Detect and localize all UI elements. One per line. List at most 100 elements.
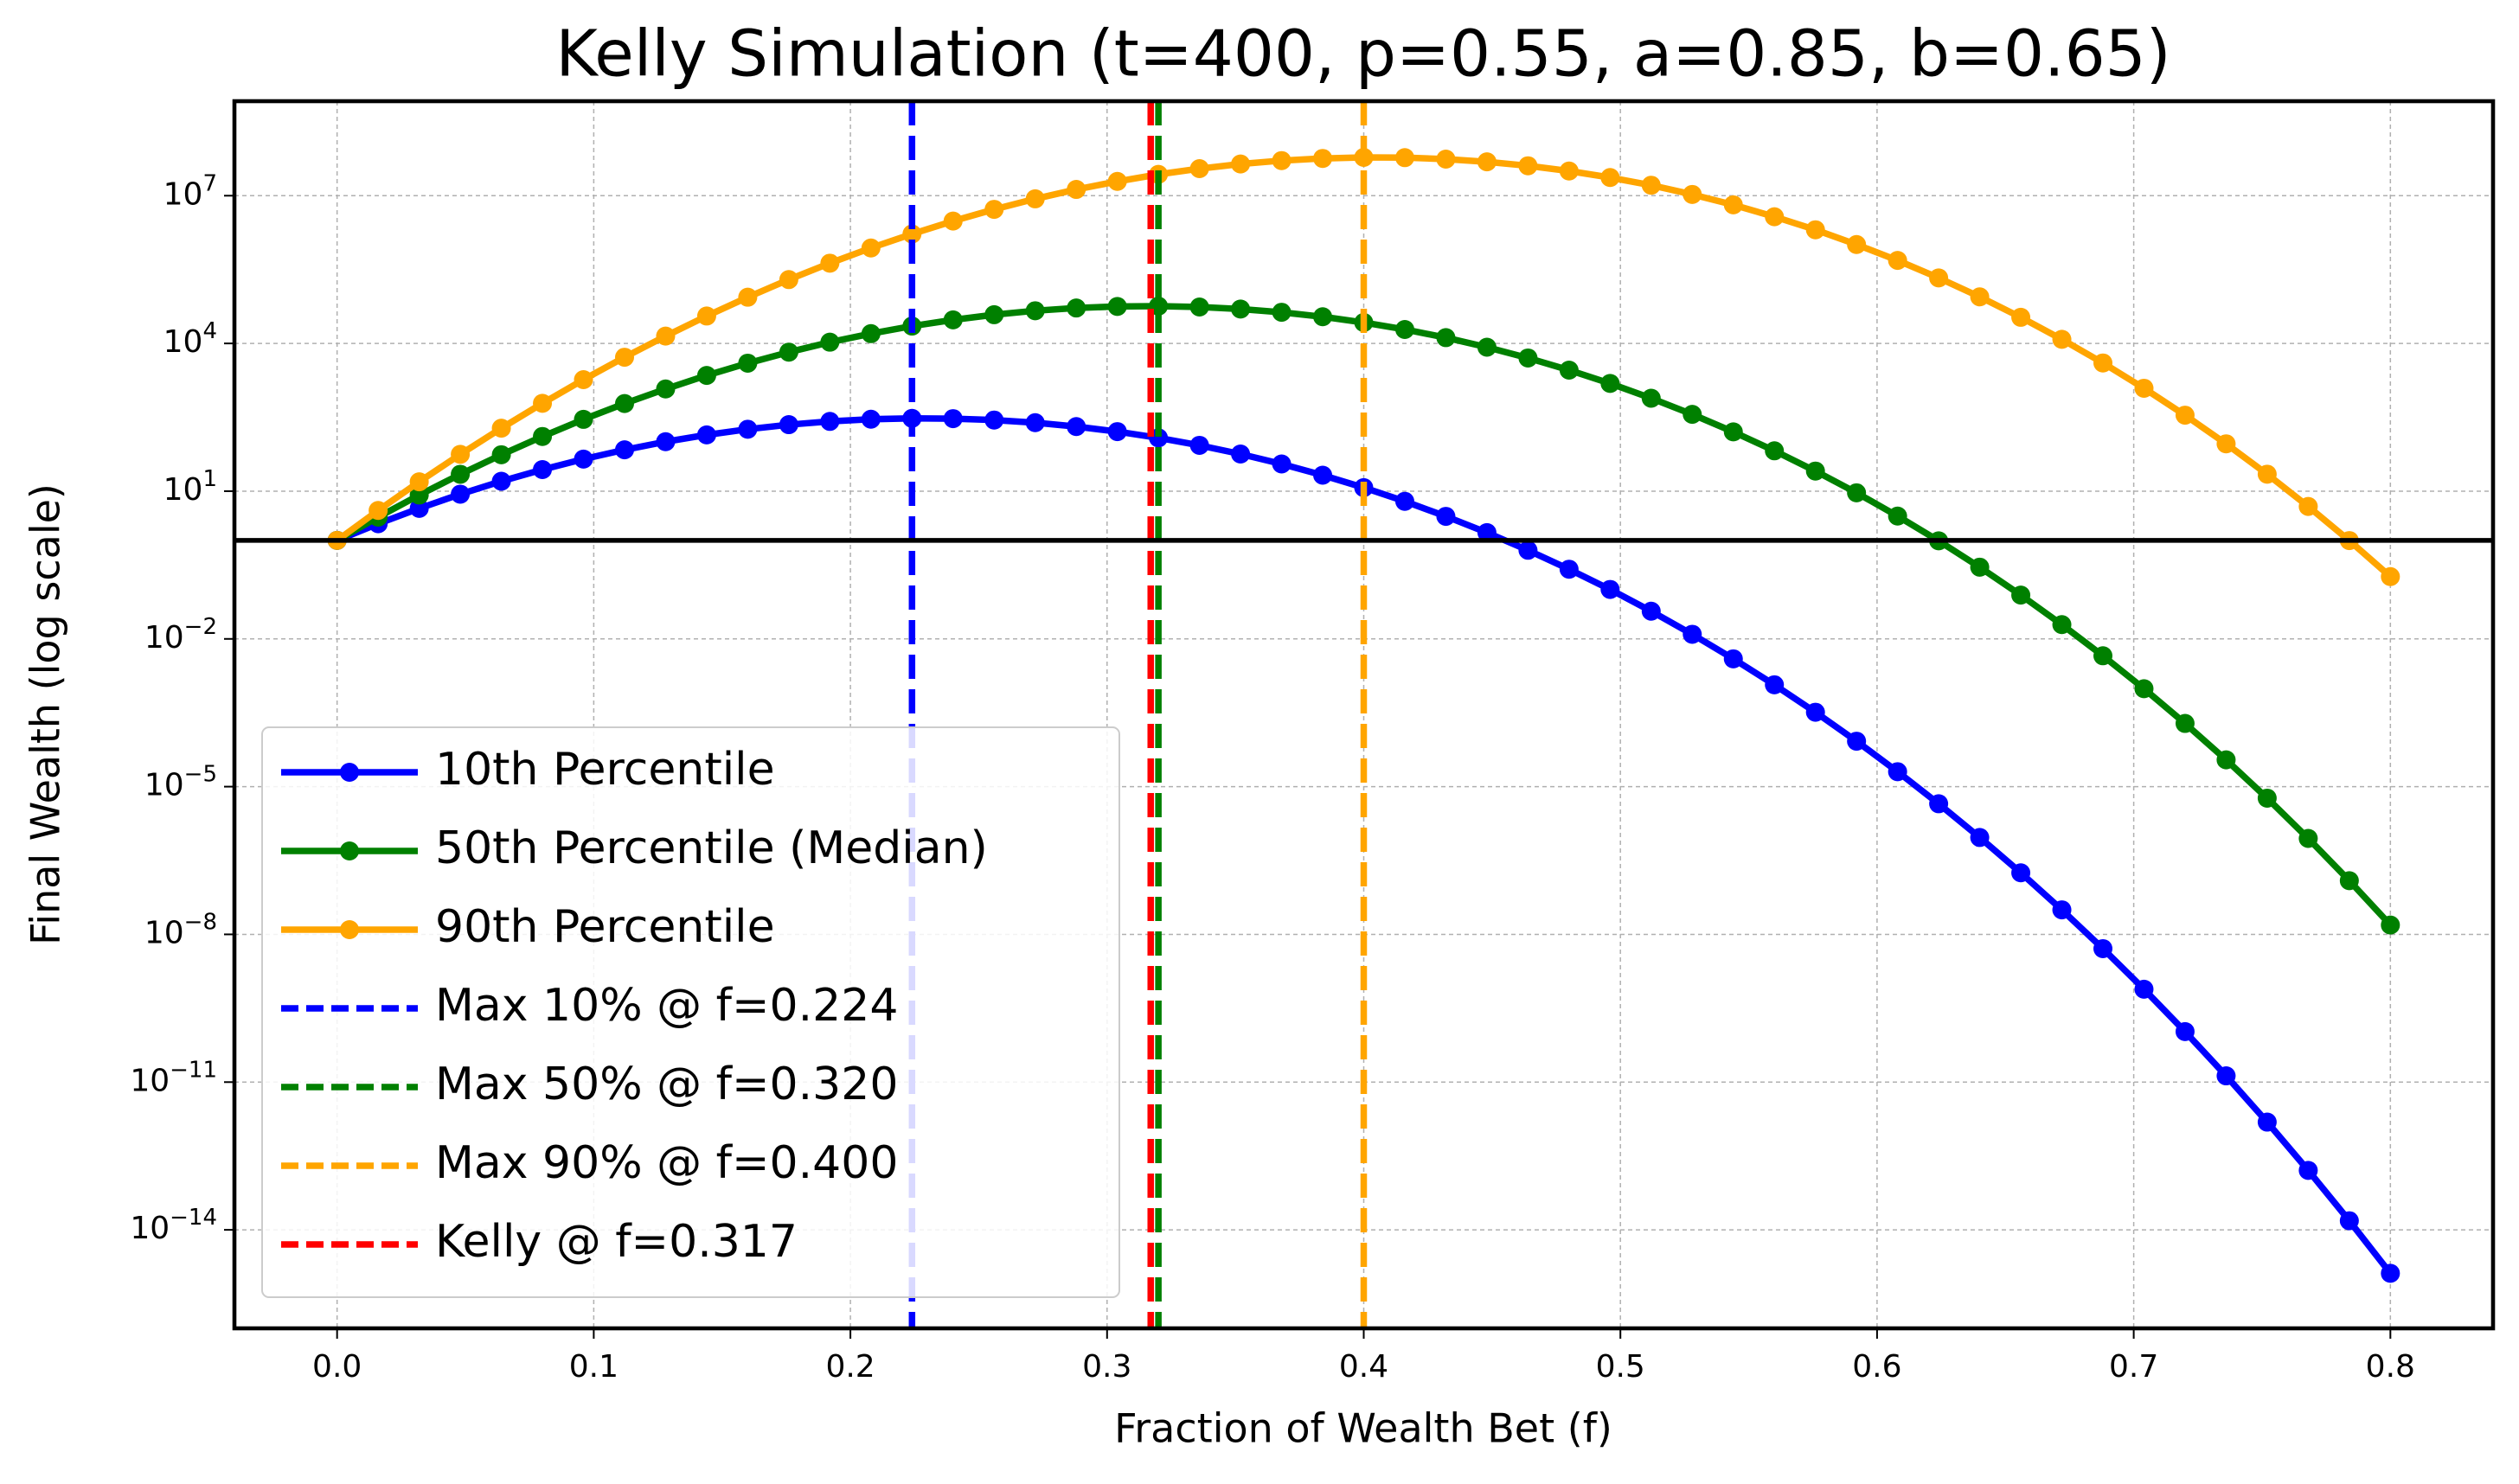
marker <box>984 304 1004 324</box>
marker <box>2381 915 2400 935</box>
marker <box>1559 161 1579 181</box>
marker <box>2216 434 2236 454</box>
marker <box>2134 378 2154 398</box>
legend-marker <box>340 920 359 939</box>
chart-title: Kelly Simulation (t=400, p=0.55, a=0.85,… <box>555 17 2170 92</box>
marker <box>779 270 798 290</box>
marker <box>656 326 676 346</box>
marker <box>656 432 676 451</box>
marker <box>1559 360 1579 380</box>
marker <box>2339 1211 2359 1231</box>
marker <box>820 412 840 432</box>
marker <box>451 484 471 504</box>
marker <box>2093 353 2113 373</box>
marker <box>2175 713 2195 733</box>
marker <box>2381 1263 2400 1283</box>
marker <box>1394 491 1414 511</box>
marker <box>2052 615 2072 635</box>
legend-label: 50th Percentile (Median) <box>435 822 988 874</box>
marker <box>409 472 429 492</box>
marker <box>1518 348 1538 368</box>
marker <box>1025 189 1045 208</box>
marker <box>1765 675 1785 694</box>
marker <box>2216 750 2236 770</box>
marker <box>1231 444 1251 464</box>
marker <box>738 287 758 307</box>
x-tick-label: 0.2 <box>825 1349 875 1385</box>
marker <box>1313 307 1333 327</box>
marker <box>820 332 840 352</box>
marker <box>1272 303 1292 323</box>
y-tick-label: 104 <box>163 318 217 361</box>
x-tick-label: 0.1 <box>569 1349 619 1385</box>
marker <box>738 353 758 373</box>
marker <box>1272 454 1292 474</box>
marker <box>1929 268 1949 288</box>
marker <box>2298 828 2318 848</box>
marker <box>1970 557 1990 577</box>
y-tick-label: 101 <box>163 465 217 508</box>
marker <box>656 379 676 399</box>
marker <box>1231 154 1251 174</box>
marker <box>1477 522 1497 542</box>
marker <box>1477 152 1497 172</box>
plot-frame <box>232 99 2496 1331</box>
marker <box>614 440 634 460</box>
x-tick-label: 0.5 <box>1596 1349 1645 1385</box>
marker <box>1641 601 1661 621</box>
marker <box>2134 679 2154 699</box>
marker <box>574 369 593 389</box>
x-tick-label: 0.3 <box>1082 1349 1131 1385</box>
marker <box>1888 251 1907 271</box>
marker <box>533 426 553 446</box>
marker <box>1107 297 1127 317</box>
marker <box>1394 319 1414 339</box>
marker <box>1313 465 1333 485</box>
marker <box>779 415 798 435</box>
marker <box>1313 149 1333 169</box>
marker <box>1189 297 1209 317</box>
marker <box>696 425 716 445</box>
marker <box>943 409 963 429</box>
marker <box>2216 1066 2236 1086</box>
marker <box>1394 148 1414 168</box>
marker <box>409 485 429 505</box>
marker <box>943 310 963 329</box>
x-tick-label: 0.7 <box>2109 1349 2158 1385</box>
marker <box>2175 1021 2195 1041</box>
marker <box>1436 328 1456 348</box>
marker <box>902 224 922 244</box>
x-tick-label: 0.4 <box>1339 1349 1388 1385</box>
marker <box>1765 441 1785 461</box>
marker <box>451 445 471 464</box>
legend-label: Kelly @ f=0.317 <box>435 1216 798 1268</box>
marker <box>1107 171 1127 191</box>
marker <box>533 393 553 413</box>
legend-marker <box>340 841 359 860</box>
marker <box>1723 195 1743 214</box>
marker <box>1888 506 1907 526</box>
y-tick-label: 10−11 <box>130 1057 217 1099</box>
marker <box>1970 828 1990 848</box>
marker <box>369 501 388 521</box>
marker <box>1067 180 1086 200</box>
marker <box>2298 496 2318 516</box>
marker <box>2093 646 2113 666</box>
marker <box>1189 435 1209 455</box>
marker <box>1107 422 1127 442</box>
marker <box>1765 207 1785 227</box>
marker <box>1518 156 1538 176</box>
marker <box>1683 405 1702 425</box>
marker <box>1888 762 1907 782</box>
legend-marker <box>340 763 359 782</box>
y-tick-label: 10−5 <box>144 761 217 803</box>
legend-label: 10th Percentile <box>435 744 775 796</box>
marker <box>1805 461 1825 481</box>
legend-label: 90th Percentile <box>435 901 775 953</box>
marker <box>451 464 471 484</box>
marker <box>861 238 881 258</box>
x-axis-label: Fraction of Wealth Bet (f) <box>1114 1405 1612 1452</box>
y-tick-label: 10−14 <box>130 1205 217 1247</box>
